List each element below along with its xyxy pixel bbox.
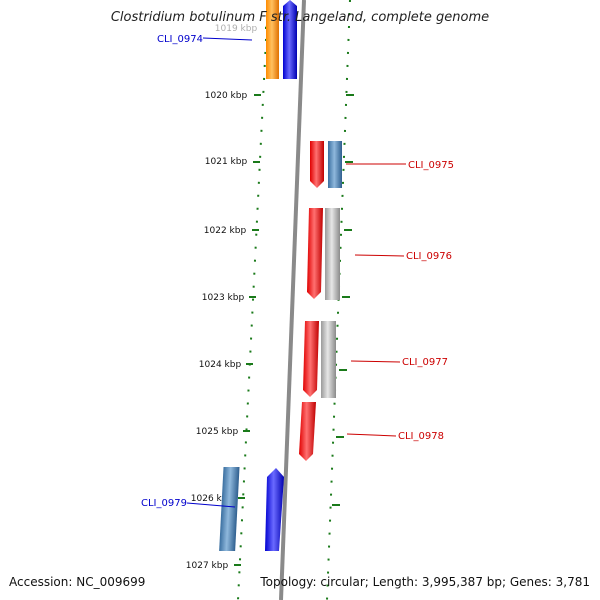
topology-text: Topology: circular; Length: 3,995,387 bp… bbox=[260, 575, 590, 589]
gene-cli-0975-arrow bbox=[310, 141, 324, 188]
genome-backbone bbox=[279, 0, 306, 600]
accession-text: Accession: NC_009699 bbox=[9, 575, 146, 589]
gene-label-cli-0975[interactable]: CLI_0975 bbox=[408, 160, 454, 171]
kbp-label-1020: 1020 kbp bbox=[205, 91, 248, 101]
kbp-label-1024: 1024 kbp bbox=[199, 360, 242, 370]
gene-label-cli-0978[interactable]: CLI_0978 bbox=[398, 431, 444, 442]
kbp-label-1026: 1026 kbp bbox=[191, 494, 234, 504]
gene-cli-0977-arrow bbox=[303, 321, 319, 397]
gene-cli-0977-feature bbox=[321, 321, 336, 398]
kbp-label-1023: 1023 kbp bbox=[202, 293, 245, 303]
gene-cli-0976-arrow bbox=[307, 208, 323, 299]
gene-cli-0978[interactable] bbox=[299, 402, 316, 461]
gene-leaders bbox=[186, 37, 406, 508]
kbp-label-1025: 1025 kbp bbox=[196, 427, 239, 437]
gene-cli-0976-feature bbox=[325, 208, 340, 300]
gene-cli-0979-arrow bbox=[265, 468, 284, 551]
map-title: Clostridium botulinum F str. Langeland, … bbox=[110, 10, 490, 25]
gene-cli-0978-arrow bbox=[299, 402, 316, 461]
gene-cli-0974[interactable] bbox=[266, 0, 297, 79]
gene-cli-0974-feature-orange bbox=[266, 0, 279, 79]
kbp-label-1019: 1019 kbp bbox=[215, 24, 258, 34]
gene-label-cli-0977[interactable]: CLI_0977 bbox=[402, 357, 448, 368]
gene-cli-0975-feature bbox=[328, 141, 342, 188]
outer-ring-ticks bbox=[332, 94, 354, 506]
kbp-scale: 1019 kbp 1020 kbp 1021 kbp 1022 kbp 1023… bbox=[186, 24, 272, 571]
gene-cli-0976[interactable] bbox=[307, 208, 340, 300]
kbp-label-1021: 1021 kbp bbox=[205, 157, 248, 167]
gene-cli-0974-arrow bbox=[283, 0, 297, 79]
gene-cli-0979-feature bbox=[219, 467, 240, 551]
gene-cli-0979[interactable] bbox=[219, 467, 284, 551]
gene-cli-0975[interactable] bbox=[310, 141, 342, 188]
inner-ring-dots bbox=[237, 0, 269, 600]
gene-cli-0977[interactable] bbox=[303, 321, 336, 398]
kbp-label-1022: 1022 kbp bbox=[204, 226, 247, 236]
kbp-label-1027: 1027 kbp bbox=[186, 561, 229, 571]
gene-label-cli-0976[interactable]: CLI_0976 bbox=[406, 251, 452, 262]
gene-label-cli-0974[interactable]: CLI_0974 bbox=[157, 34, 203, 45]
gene-label-cli-0979[interactable]: CLI_0979 bbox=[141, 498, 187, 509]
